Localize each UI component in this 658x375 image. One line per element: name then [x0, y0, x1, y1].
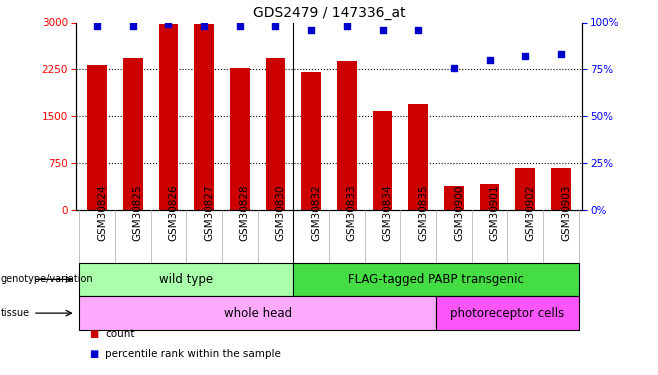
Text: GSM30900: GSM30900 [454, 184, 464, 241]
Bar [79, 296, 436, 330]
Bar [515, 168, 535, 210]
Text: GSM30826: GSM30826 [168, 184, 178, 241]
Text: GSM30903: GSM30903 [561, 184, 571, 241]
Bar [301, 72, 321, 210]
Bar [194, 24, 214, 210]
Text: GSM30830: GSM30830 [276, 184, 286, 241]
Bar [123, 57, 143, 210]
Text: GSM30902: GSM30902 [525, 184, 535, 241]
Point [377, 27, 388, 33]
Bar [444, 186, 464, 210]
Point [413, 27, 424, 33]
Point [199, 23, 209, 29]
Bar [293, 262, 579, 296]
Point [449, 64, 459, 70]
Bar [159, 24, 178, 210]
Bar [436, 296, 579, 330]
Text: GSM30832: GSM30832 [311, 184, 321, 241]
Text: GSM30825: GSM30825 [133, 184, 143, 241]
Text: GSM30828: GSM30828 [240, 184, 250, 241]
Point [555, 51, 566, 57]
Text: photoreceptor cells: photoreceptor cells [450, 307, 565, 320]
Text: GSM30827: GSM30827 [204, 184, 214, 241]
Text: ■: ■ [89, 329, 98, 339]
Point [306, 27, 316, 33]
Text: GSM30901: GSM30901 [490, 184, 499, 241]
Text: whole head: whole head [224, 307, 291, 320]
Text: wild type: wild type [159, 273, 213, 286]
Point [484, 57, 495, 63]
Bar [230, 68, 249, 210]
Text: ■: ■ [89, 350, 98, 359]
Bar [480, 184, 499, 210]
Text: GSM30824: GSM30824 [97, 184, 107, 241]
Bar [88, 65, 107, 210]
Bar [409, 104, 428, 210]
Text: tissue: tissue [1, 308, 30, 318]
Point [234, 23, 245, 29]
Text: count: count [105, 329, 135, 339]
Text: percentile rank within the sample: percentile rank within the sample [105, 350, 281, 359]
Point [163, 21, 174, 27]
Point [342, 23, 352, 29]
Bar [266, 57, 286, 210]
Point [92, 23, 103, 29]
Bar [337, 61, 357, 210]
Bar [79, 262, 293, 296]
Text: FLAG-tagged PABP transgenic: FLAG-tagged PABP transgenic [348, 273, 524, 286]
Text: GSM30834: GSM30834 [382, 184, 393, 241]
Point [128, 23, 138, 29]
Bar [551, 168, 570, 210]
Bar [372, 111, 392, 210]
Text: GSM30833: GSM30833 [347, 184, 357, 241]
Text: genotype/variation: genotype/variation [1, 274, 93, 284]
Text: GSM30835: GSM30835 [418, 184, 428, 241]
Point [520, 53, 530, 59]
Title: GDS2479 / 147336_at: GDS2479 / 147336_at [253, 6, 405, 20]
Point [270, 23, 281, 29]
